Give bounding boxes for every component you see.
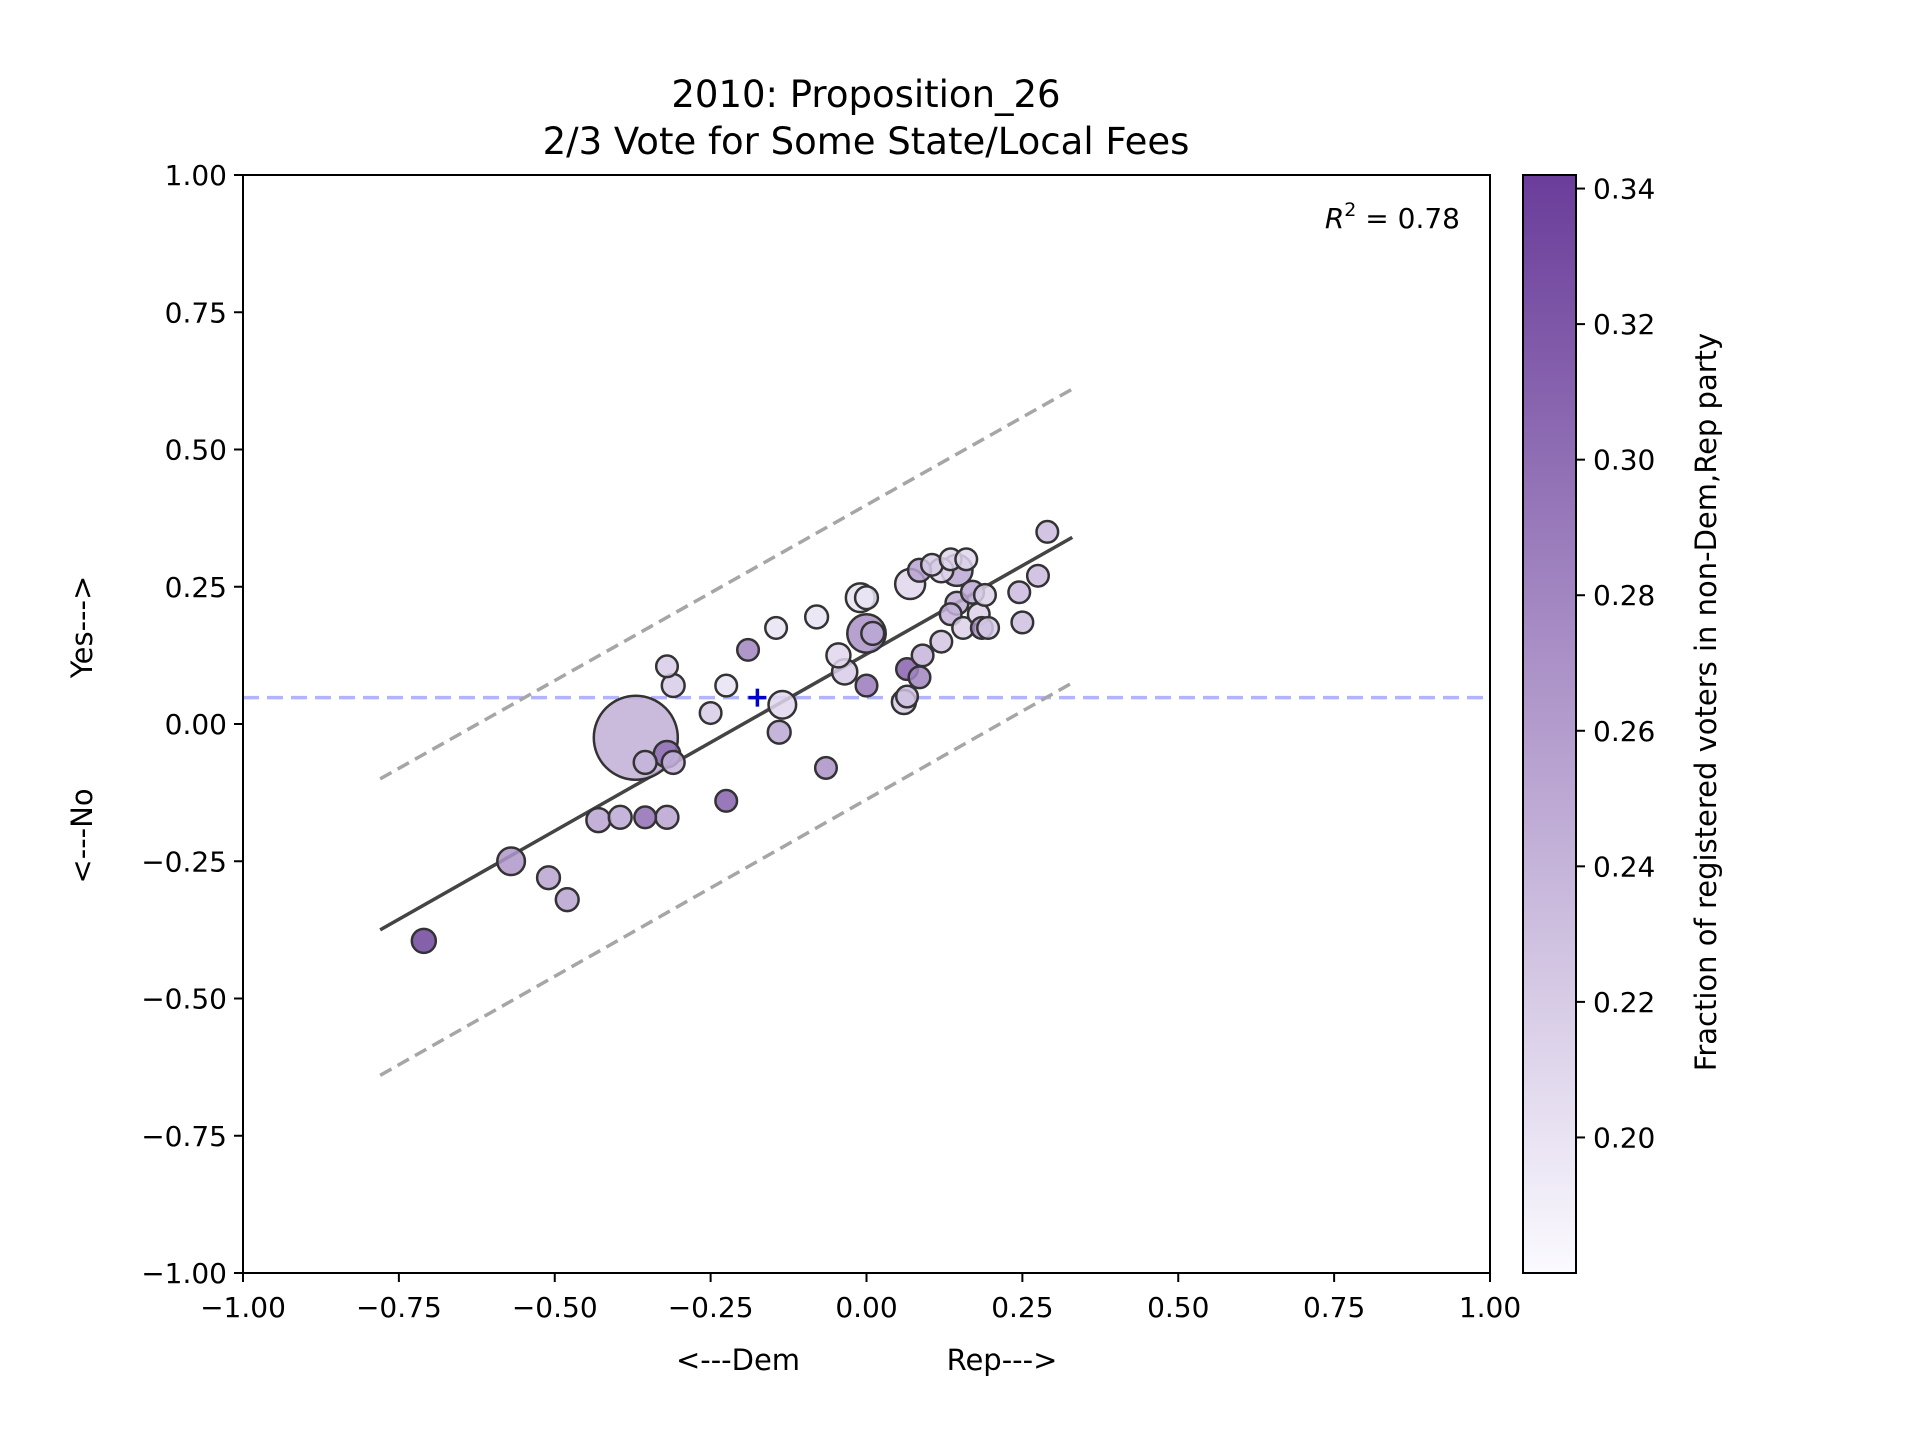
x-axis-label-dem: <---Dem [676,1343,800,1377]
data-point [535,865,562,891]
colorbar-tick-label: 0.28 [1593,579,1655,612]
data-point [410,927,438,955]
colorbar-label: Fraction of registered voters in non-Dem… [1689,333,1723,1071]
data-point [554,887,580,913]
data-point [976,615,1001,640]
y-tick-label: −0.75 [141,1120,227,1153]
data-point [1025,563,1051,588]
r-squared-annotation: R2 = 0.78 [1325,199,1460,235]
upper-confidence-band [379,387,1074,781]
data-point [633,805,658,830]
data-point [585,806,612,834]
data-point [813,755,839,780]
data-point [907,665,932,690]
data-point [929,629,954,654]
plot-area [242,174,1491,1274]
data-point [698,700,723,726]
data-point [767,689,798,720]
data-point [654,804,680,830]
data-point [853,585,880,611]
data-point [860,620,886,647]
x-axis-label-rep: Rep---> [947,1343,1058,1377]
x-tick-label: 0.25 [991,1291,1053,1324]
y-tick-label: 0.75 [165,296,227,329]
chart-title-line2: 2/3 Vote for Some State/Local Fees [543,120,1190,163]
data-point [735,637,761,662]
y-tick-label: 0.50 [165,434,227,467]
y-tick-label: 1.00 [165,159,227,192]
y-tick-label: −0.50 [141,983,227,1016]
y-tick-label: −1.00 [141,1257,227,1290]
data-point [954,547,979,572]
y-tick-label: 0.25 [165,571,227,604]
y-tick-label: 0.00 [165,708,227,741]
x-tick-label: −1.00 [200,1291,286,1324]
colorbar-tick-label: 0.22 [1593,986,1655,1019]
data-point [910,643,935,668]
data-point [654,654,680,679]
colorbar-tick-label: 0.20 [1593,1121,1655,1154]
data-point [1035,519,1060,544]
data-point [972,582,998,608]
data-point [1010,610,1035,635]
data-point [825,642,852,669]
colorbar-tick-label: 0.32 [1593,308,1655,341]
x-tick-label: −0.75 [356,1291,442,1324]
x-tick-label: −0.25 [668,1291,754,1324]
lower-confidence-band [379,681,1074,1077]
x-tick-label: −0.50 [512,1291,598,1324]
chart-title-line1: 2010: Proposition_26 [671,73,1060,116]
data-point [714,673,739,698]
y-axis-label-no: <---No [65,788,99,883]
data-point [764,615,789,640]
plus-marker [748,688,767,707]
data-point [803,604,830,630]
x-axis: −1.00 −0.75 −0.50 −0.25 0.00 0.25 0.50 0.75 1.00 [200,1273,1521,1324]
data-point [894,684,920,709]
data-point [632,749,658,776]
y-tick-label: −0.25 [141,845,227,878]
x-tick-label: 1.00 [1459,1291,1521,1324]
colorbar-tick-label: 0.34 [1593,173,1655,206]
data-point [1007,580,1032,605]
y-axis: 1.00 0.75 0.50 0.25 0.00 −0.25 −0.50 −0.75 −1.00 [141,159,243,1290]
data-point [766,719,792,745]
data-point [714,788,739,813]
data-point [607,804,633,830]
x-tick-label: 0.75 [1303,1291,1365,1324]
y-axis-label-yes: Yes---> [65,576,99,680]
colorbar-gradient [1522,174,1577,1274]
data-point [496,846,527,877]
colorbar-tick-label: 0.24 [1593,850,1655,883]
colorbar-tick-label: 0.30 [1593,444,1655,477]
plot-frame [242,174,1491,1274]
x-tick-label: 0.50 [1147,1291,1209,1324]
colorbar-tick-label: 0.26 [1593,715,1655,748]
colorbar: 0.20 0.22 0.24 0.26 0.28 0.30 0.32 0.34 Fractio… [1522,173,1723,1274]
x-tick-label: 0.00 [835,1291,897,1324]
data-point [854,673,879,698]
data-point [660,749,686,776]
